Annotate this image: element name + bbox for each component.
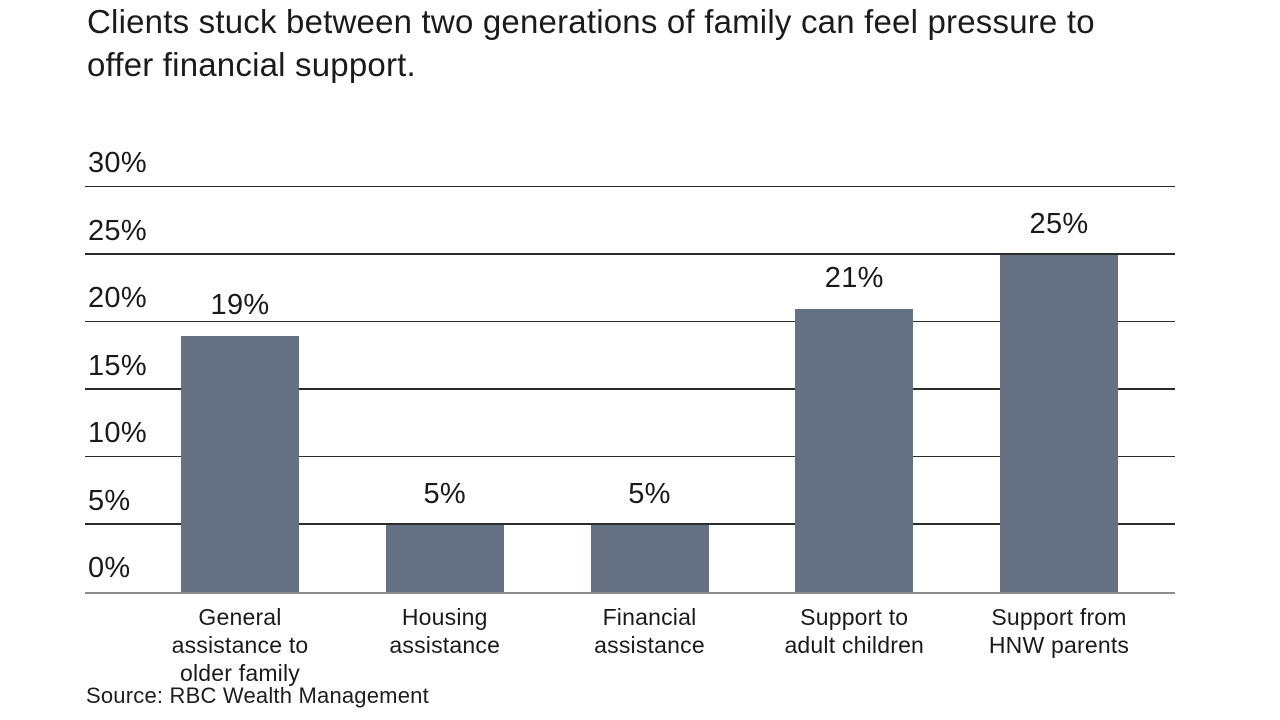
category-label-line: Housing [401,604,488,630]
category-label-line: assistance [594,632,705,658]
x-axis-baseline [85,592,1175,594]
bar-value-label: 5% [423,477,466,510]
category-label-line: Support from [991,604,1127,630]
bar-value-label: 19% [210,288,270,321]
bar-2 [385,524,504,592]
category-label-line: Support to [800,604,909,630]
gridline-20% [85,320,1175,322]
category-label-line: adult children [784,632,925,658]
x-axis-category-label: General assistance to older family [130,603,350,687]
bar-value-label: 5% [628,477,671,510]
y-axis-tick-label: 15% [88,349,147,382]
category-label-line: assistance [389,632,501,658]
x-axis-category-label: Financial assistance [540,603,760,659]
y-axis-tick-label: 25% [88,214,147,247]
category-label-line: Financial [602,604,697,630]
bar-3 [590,524,709,592]
x-axis-category-label: Support from HNW parents [949,603,1169,659]
y-axis-tick-label: 5% [88,484,131,517]
category-label-line: older family [180,660,300,686]
bar-4 [795,308,914,592]
bar-1 [181,335,299,592]
y-axis-tick-label: 10% [88,417,147,449]
gridline-10% [85,455,1175,457]
bar-chart-plot-area: 0% 5% 10% 15% 20% 25% 30% 19% General assistance … [85,147,1175,686]
gridline-5% [85,523,1175,525]
bar-value-label: 25% [1029,207,1089,240]
x-axis-category-label: Housing assistance [335,603,555,659]
category-label-line: HNW parents [988,632,1130,658]
y-axis-tick-label: 0% [88,552,131,584]
y-axis-tick-label: 20% [88,282,147,314]
y-axis-tick-label: 30% [88,147,147,179]
gridline-30% [85,185,1175,187]
x-axis-category-label: Support to adult children [744,603,964,659]
gridline-25% [85,253,1175,255]
chart-title: Clients stuck between two generations of… [87,3,1095,83]
category-label-line: assistance to [171,632,309,658]
bar-5 [1000,254,1118,592]
bar-value-label: 21% [824,261,884,294]
source-note: Source: RBC Wealth Management [86,683,429,708]
category-label-line: General [198,604,282,630]
gridline-15% [85,388,1175,390]
